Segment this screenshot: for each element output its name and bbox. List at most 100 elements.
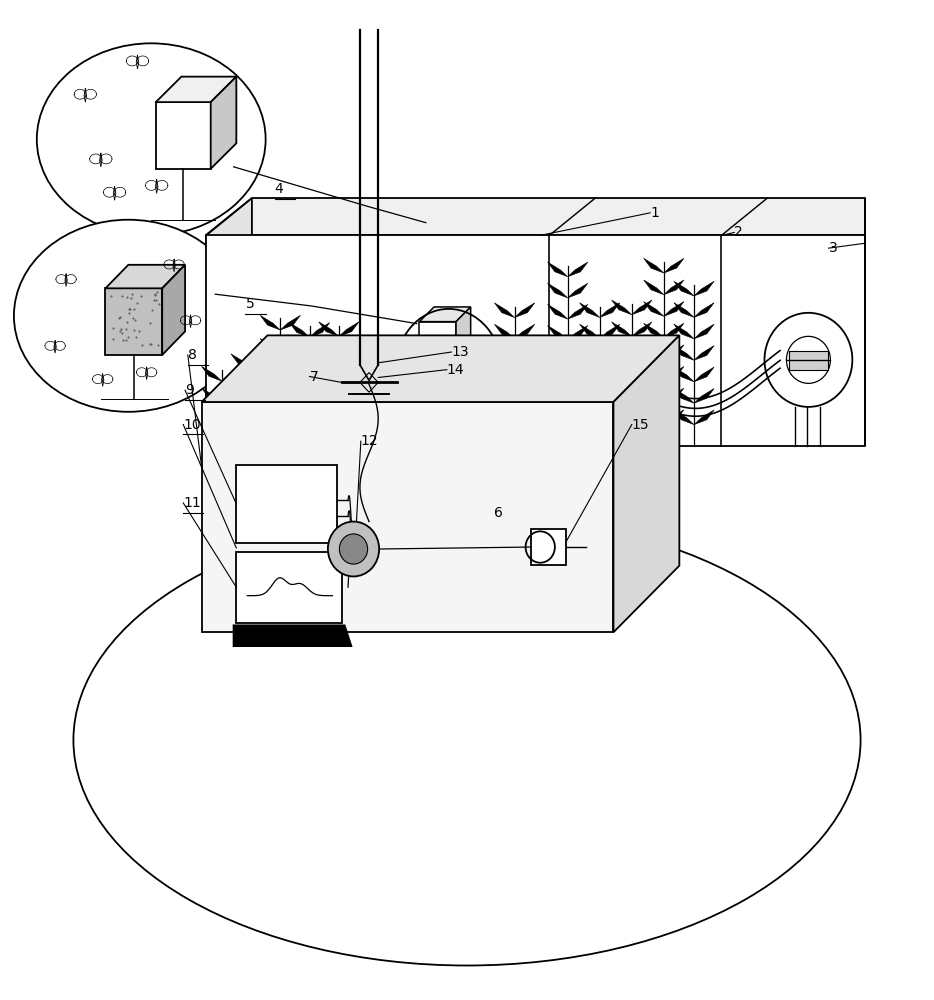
- Polygon shape: [398, 361, 417, 376]
- Polygon shape: [568, 389, 587, 404]
- Polygon shape: [377, 408, 398, 423]
- Text: 1: 1: [650, 206, 659, 220]
- Polygon shape: [568, 410, 587, 425]
- Polygon shape: [673, 303, 694, 317]
- Polygon shape: [486, 365, 505, 379]
- Polygon shape: [290, 323, 309, 337]
- Polygon shape: [398, 408, 417, 423]
- Polygon shape: [318, 344, 339, 358]
- Ellipse shape: [36, 43, 265, 235]
- Polygon shape: [580, 303, 600, 317]
- Polygon shape: [664, 366, 684, 381]
- Polygon shape: [261, 315, 280, 330]
- Polygon shape: [419, 307, 471, 322]
- Polygon shape: [568, 283, 587, 298]
- Polygon shape: [694, 324, 715, 339]
- Polygon shape: [202, 335, 679, 402]
- Polygon shape: [465, 409, 486, 424]
- Polygon shape: [664, 323, 684, 338]
- Text: 4: 4: [275, 182, 284, 196]
- Polygon shape: [368, 366, 389, 381]
- Polygon shape: [261, 362, 280, 376]
- Circle shape: [339, 534, 368, 564]
- Polygon shape: [456, 387, 476, 402]
- Polygon shape: [290, 366, 309, 381]
- Polygon shape: [251, 373, 271, 388]
- Polygon shape: [694, 303, 715, 317]
- Polygon shape: [427, 370, 446, 384]
- Text: 11: 11: [183, 496, 201, 510]
- Polygon shape: [515, 410, 535, 425]
- Polygon shape: [694, 281, 715, 296]
- Polygon shape: [612, 410, 631, 424]
- Polygon shape: [221, 366, 242, 381]
- Polygon shape: [515, 303, 535, 318]
- Polygon shape: [547, 326, 568, 340]
- Polygon shape: [156, 102, 211, 169]
- Polygon shape: [339, 409, 359, 424]
- Polygon shape: [436, 365, 456, 380]
- Text: 5: 5: [246, 297, 254, 311]
- Polygon shape: [664, 258, 684, 273]
- Polygon shape: [694, 346, 715, 360]
- Polygon shape: [251, 393, 271, 407]
- Polygon shape: [494, 346, 515, 360]
- Polygon shape: [631, 300, 652, 315]
- Polygon shape: [309, 366, 330, 381]
- Polygon shape: [290, 388, 309, 403]
- FancyBboxPatch shape: [236, 552, 342, 622]
- Polygon shape: [261, 408, 280, 423]
- Polygon shape: [309, 344, 330, 359]
- Text: 12: 12: [361, 434, 378, 448]
- Polygon shape: [339, 366, 359, 380]
- Polygon shape: [600, 410, 620, 425]
- Polygon shape: [547, 283, 568, 298]
- Polygon shape: [547, 389, 568, 404]
- Polygon shape: [368, 410, 389, 424]
- Polygon shape: [251, 354, 271, 368]
- Polygon shape: [309, 388, 330, 403]
- Polygon shape: [612, 344, 631, 359]
- Polygon shape: [221, 410, 242, 424]
- Polygon shape: [600, 367, 620, 382]
- Polygon shape: [644, 366, 664, 381]
- Polygon shape: [202, 410, 221, 424]
- Polygon shape: [280, 385, 301, 400]
- Polygon shape: [377, 361, 398, 376]
- Polygon shape: [251, 412, 271, 427]
- Ellipse shape: [74, 515, 860, 966]
- Polygon shape: [231, 373, 251, 388]
- Polygon shape: [377, 384, 398, 399]
- Polygon shape: [547, 368, 568, 383]
- Polygon shape: [580, 367, 600, 382]
- Polygon shape: [673, 367, 694, 382]
- Polygon shape: [494, 324, 515, 339]
- Polygon shape: [664, 388, 684, 403]
- Text: 15: 15: [631, 418, 649, 432]
- Polygon shape: [398, 384, 417, 399]
- Polygon shape: [515, 389, 535, 403]
- Polygon shape: [339, 388, 359, 402]
- Polygon shape: [280, 315, 301, 330]
- Polygon shape: [456, 409, 476, 424]
- Polygon shape: [547, 262, 568, 277]
- Polygon shape: [788, 351, 828, 370]
- Polygon shape: [580, 324, 600, 339]
- Polygon shape: [644, 280, 664, 295]
- Polygon shape: [233, 624, 353, 647]
- Text: 13: 13: [451, 345, 469, 359]
- Polygon shape: [664, 345, 684, 360]
- Polygon shape: [456, 365, 476, 380]
- FancyBboxPatch shape: [531, 529, 566, 565]
- Polygon shape: [631, 410, 652, 424]
- Polygon shape: [368, 388, 389, 403]
- Polygon shape: [348, 388, 368, 403]
- Ellipse shape: [14, 220, 243, 412]
- Text: 3: 3: [828, 241, 837, 255]
- Polygon shape: [547, 304, 568, 319]
- Polygon shape: [456, 307, 471, 365]
- Polygon shape: [600, 389, 620, 403]
- Polygon shape: [206, 198, 865, 235]
- Polygon shape: [515, 346, 535, 360]
- Polygon shape: [547, 347, 568, 361]
